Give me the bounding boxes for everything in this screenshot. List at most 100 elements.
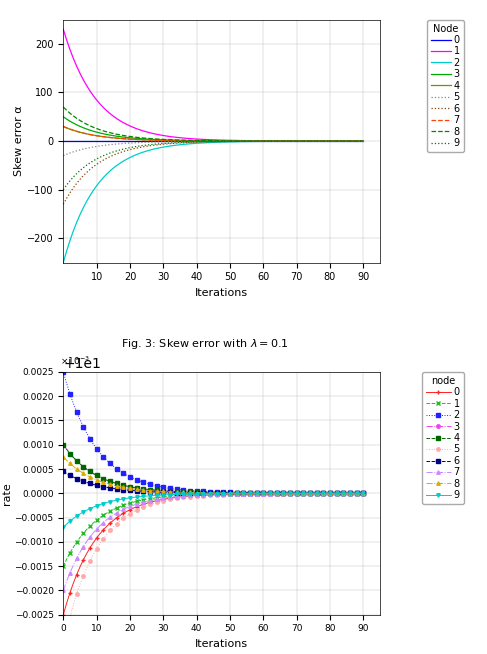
Y-axis label: Skew error α: Skew error α: [14, 106, 24, 177]
0: [97, 530, 103, 538]
0: [137, 137, 143, 145]
Line: 8: 8: [61, 455, 365, 495]
Line: 6: 6: [63, 141, 363, 204]
8: [97, 477, 103, 485]
4: [131, 483, 136, 491]
4: [97, 132, 103, 140]
0: [314, 489, 319, 497]
2: [60, 368, 66, 376]
0: [314, 137, 319, 145]
3: [360, 137, 366, 145]
Line: 4: 4: [63, 126, 363, 141]
6: [360, 137, 366, 145]
0: [350, 489, 356, 497]
6: [131, 487, 136, 494]
Line: 8: 8: [63, 107, 363, 141]
4: [131, 135, 136, 143]
0: [131, 137, 136, 145]
5: [354, 137, 359, 145]
9: [137, 142, 143, 150]
5: [350, 137, 356, 145]
5: [360, 489, 366, 497]
8: [360, 137, 366, 145]
0: [97, 137, 103, 145]
6: [354, 137, 359, 145]
6: [97, 482, 103, 490]
2: [350, 489, 356, 497]
1: [131, 124, 136, 131]
8: [350, 137, 356, 145]
Line: 7: 7: [63, 126, 363, 141]
3: [360, 489, 366, 497]
2: [354, 137, 359, 145]
4: [60, 441, 66, 449]
Line: 2: 2: [63, 141, 363, 262]
1: [314, 489, 319, 497]
3: [354, 489, 359, 497]
Line: 3: 3: [63, 117, 363, 141]
1: [350, 137, 356, 145]
6: [60, 200, 66, 208]
4: [314, 489, 319, 497]
1: [137, 126, 143, 134]
Line: 1: 1: [63, 29, 363, 141]
6: [314, 137, 319, 145]
7: [60, 122, 66, 130]
1: [354, 137, 359, 145]
1: [60, 562, 66, 570]
4: [137, 485, 143, 492]
X-axis label: Iterations: Iterations: [195, 639, 248, 649]
Line: 3: 3: [61, 443, 365, 495]
4: [350, 489, 356, 497]
8: [350, 489, 356, 497]
4: [137, 135, 143, 143]
8: [360, 489, 366, 497]
4: [354, 489, 359, 497]
7: [137, 499, 143, 507]
0: [360, 137, 366, 145]
Line: 9: 9: [61, 492, 365, 529]
Y-axis label: rate: rate: [1, 482, 12, 505]
2: [137, 149, 143, 157]
7: [314, 489, 319, 497]
9: [354, 137, 359, 145]
8: [314, 137, 319, 145]
9: [360, 489, 366, 497]
7: [131, 135, 136, 143]
7: [360, 137, 366, 145]
1: [360, 489, 366, 497]
Line: 2: 2: [61, 370, 365, 495]
5: [137, 139, 143, 146]
0: [360, 489, 366, 497]
9: [60, 523, 66, 531]
Legend: 0, 1, 2, 3, 4, 5, 6, 7, 8, 9: 0, 1, 2, 3, 4, 5, 6, 7, 8, 9: [427, 20, 464, 152]
9: [137, 492, 143, 500]
9: [131, 494, 136, 502]
1: [354, 489, 359, 497]
0: [60, 611, 66, 619]
3: [350, 137, 356, 145]
Text: $\times 10^{-3}$: $\times 10^{-3}$: [60, 354, 90, 367]
3: [60, 113, 66, 121]
2: [354, 489, 359, 497]
6: [137, 143, 143, 151]
1: [97, 513, 103, 521]
0: [354, 489, 359, 497]
5: [131, 139, 136, 146]
3: [314, 489, 319, 497]
6: [137, 487, 143, 495]
9: [350, 489, 356, 497]
6: [97, 158, 103, 166]
5: [97, 142, 103, 150]
3: [131, 134, 136, 142]
8: [60, 103, 66, 111]
5: [137, 504, 143, 512]
2: [137, 477, 143, 485]
7: [97, 132, 103, 140]
1: [360, 137, 366, 145]
7: [360, 489, 366, 497]
Line: 0: 0: [61, 492, 365, 617]
Legend: 0, 1, 2, 3, 4, 5, 6, 7, 8, 9: 0, 1, 2, 3, 4, 5, 6, 7, 8, 9: [422, 372, 464, 504]
9: [131, 143, 136, 151]
7: [314, 137, 319, 145]
